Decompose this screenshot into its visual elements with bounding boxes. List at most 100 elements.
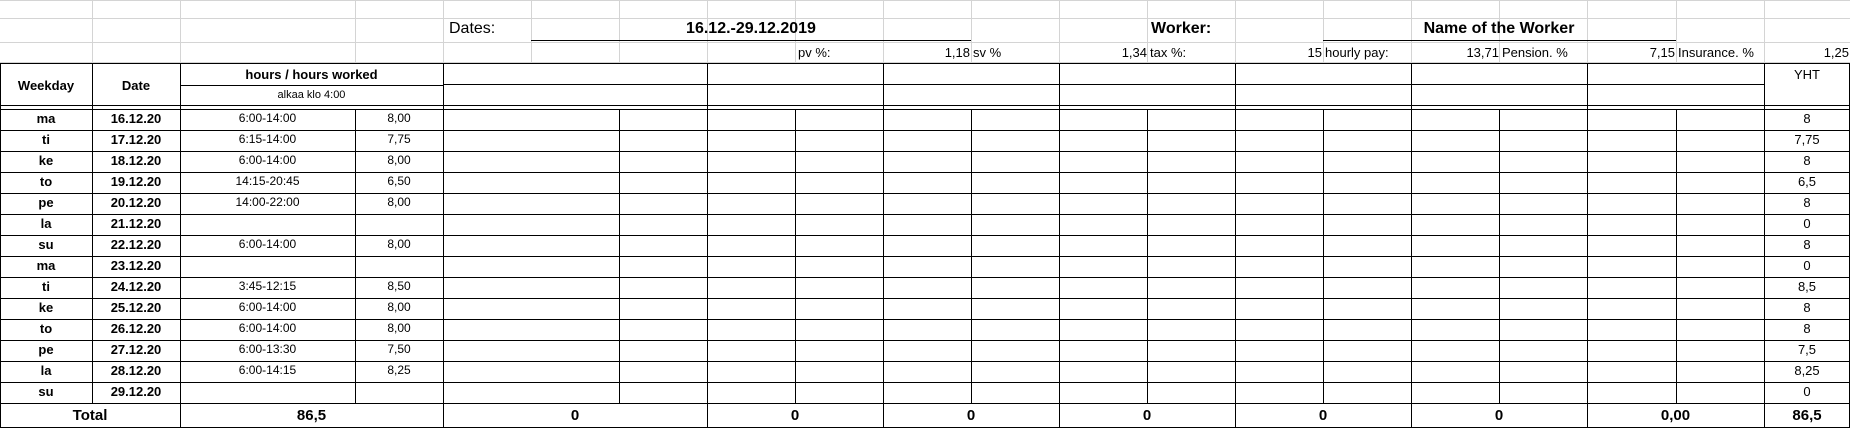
row-total-cell[interactable]: 8 xyxy=(1803,300,1811,315)
group-total-5[interactable]: 0 xyxy=(1318,407,1328,424)
hours-cell[interactable]: 8,25 xyxy=(387,363,411,377)
dates-label[interactable]: Dates: xyxy=(449,20,496,37)
hours-cell[interactable] xyxy=(355,384,443,402)
time-range-cell[interactable]: 3:45-12:15 xyxy=(238,279,297,293)
time-range-cell[interactable] xyxy=(180,258,355,276)
hours-cell[interactable]: 7,50 xyxy=(387,342,411,356)
total-label[interactable]: Total xyxy=(72,407,108,424)
sv-value[interactable]: 1,34 xyxy=(1121,45,1147,60)
time-range-cell[interactable]: 14:00-22:00 xyxy=(235,195,300,209)
date-cell[interactable]: 20.12.20 xyxy=(110,195,162,210)
weekday-cell[interactable]: to xyxy=(39,174,53,189)
row-total-cell[interactable]: 8 xyxy=(1803,321,1811,336)
time-range-cell[interactable]: 6:15-14:00 xyxy=(238,132,297,146)
pension-label[interactable]: Pension. % xyxy=(1502,45,1568,60)
time-range-cell[interactable]: 6:00-14:15 xyxy=(238,363,297,377)
group-total-3[interactable]: 0 xyxy=(966,407,976,424)
weekday-cell[interactable]: ti xyxy=(42,132,50,147)
weekday-cell[interactable]: pe xyxy=(38,342,54,357)
date-cell[interactable]: 19.12.20 xyxy=(110,174,162,189)
date-cell[interactable]: 26.12.20 xyxy=(110,321,162,336)
row-total-cell[interactable]: 7,5 xyxy=(1797,342,1817,357)
row-total-cell[interactable]: 8,25 xyxy=(1794,363,1820,378)
weekday-cell[interactable]: ma xyxy=(36,258,56,273)
row-total-cell[interactable]: 8 xyxy=(1803,153,1811,168)
hourly-pay-label[interactable]: hourly pay: xyxy=(1325,45,1389,60)
tax-value[interactable]: 15 xyxy=(1307,45,1322,60)
row-total-cell[interactable]: 8,5 xyxy=(1797,279,1817,294)
date-cell[interactable]: 23.12.20 xyxy=(110,258,162,273)
hours-cell[interactable] xyxy=(355,216,443,234)
weekday-cell[interactable]: ke xyxy=(38,153,54,168)
row-total-cell[interactable]: 0 xyxy=(1803,384,1811,399)
time-range-cell[interactable]: 6:00-14:00 xyxy=(238,153,297,167)
hours-cell[interactable]: 8,00 xyxy=(387,195,411,209)
time-range-cell[interactable] xyxy=(180,216,355,234)
weekday-cell[interactable]: la xyxy=(40,363,52,378)
hours-start-note[interactable]: alkaa klo 4:00 xyxy=(277,89,346,101)
group-total-6[interactable]: 0 xyxy=(1494,407,1504,424)
group-total-2[interactable]: 0 xyxy=(790,407,800,424)
hours-cell[interactable]: 8,00 xyxy=(387,300,411,314)
weekday-cell[interactable]: la xyxy=(40,216,52,231)
weekday-cell[interactable]: ma xyxy=(36,111,56,126)
weekday-cell[interactable]: su xyxy=(38,237,54,252)
date-header[interactable]: Date xyxy=(121,78,151,93)
insurance-label[interactable]: Insurance. % xyxy=(1678,45,1754,60)
group-total-4[interactable]: 0 xyxy=(1142,407,1152,424)
date-cell[interactable]: 22.12.20 xyxy=(110,237,162,252)
grand-total[interactable]: 86,5 xyxy=(1792,407,1822,424)
row-total-cell[interactable]: 8 xyxy=(1803,111,1811,126)
hours-worked-header[interactable]: hours / hours worked xyxy=(245,67,378,82)
date-cell[interactable]: 24.12.20 xyxy=(110,279,162,294)
weekday-header[interactable]: Weekday xyxy=(17,78,75,93)
date-cell[interactable]: 29.12.20 xyxy=(110,384,162,399)
hours-cell[interactable]: 6,50 xyxy=(387,174,411,188)
insurance-value[interactable]: 1,25 xyxy=(1823,45,1849,60)
date-cell[interactable]: 21.12.20 xyxy=(110,216,162,231)
row-total-cell[interactable]: 8 xyxy=(1803,195,1811,210)
dates-value[interactable]: 16.12.-29.12.2019 xyxy=(686,20,816,37)
row-total-cell[interactable]: 7,75 xyxy=(1794,132,1820,147)
pension-value[interactable]: 7,15 xyxy=(1649,45,1675,60)
hours-cell[interactable]: 8,00 xyxy=(387,153,411,167)
time-range-cell[interactable]: 6:00-14:00 xyxy=(238,321,297,335)
weekday-cell[interactable]: su xyxy=(38,384,54,399)
row-total-cell[interactable]: 0 xyxy=(1803,258,1811,273)
hours-cell[interactable]: 8,00 xyxy=(387,237,411,251)
hours-cell[interactable] xyxy=(355,258,443,276)
pv-label[interactable]: pv %: xyxy=(798,45,831,60)
weekday-cell[interactable]: to xyxy=(39,321,53,336)
sv-label[interactable]: sv % xyxy=(973,45,1002,60)
date-cell[interactable]: 17.12.20 xyxy=(110,132,162,147)
total-column-header[interactable]: YHT xyxy=(1794,67,1820,82)
group-total-7[interactable]: 0,00 xyxy=(1660,407,1691,424)
worker-name[interactable]: Name of the Worker xyxy=(1423,20,1575,37)
weekday-cell[interactable]: ke xyxy=(38,300,54,315)
weekday-cell[interactable]: ti xyxy=(42,279,50,294)
hours-cell[interactable]: 8,50 xyxy=(387,279,411,293)
time-range-cell[interactable]: 6:00-13:30 xyxy=(238,342,297,356)
hours-cell[interactable]: 7,75 xyxy=(387,132,411,146)
hourly-pay-value[interactable]: 13,71 xyxy=(1466,45,1499,60)
date-cell[interactable]: 28.12.20 xyxy=(110,363,162,378)
time-range-cell[interactable]: 6:00-14:00 xyxy=(238,111,297,125)
row-total-cell[interactable]: 8 xyxy=(1803,237,1811,252)
group-total-1[interactable]: 0 xyxy=(570,407,580,424)
date-cell[interactable]: 18.12.20 xyxy=(110,153,162,168)
date-cell[interactable]: 16.12.20 xyxy=(110,111,162,126)
row-total-cell[interactable]: 0 xyxy=(1803,216,1811,231)
date-cell[interactable]: 27.12.20 xyxy=(110,342,162,357)
hours-cell[interactable]: 8,00 xyxy=(387,111,411,125)
row-total-cell[interactable]: 6,5 xyxy=(1797,174,1817,189)
weekday-cell[interactable]: pe xyxy=(38,195,54,210)
worker-label[interactable]: Worker: xyxy=(1151,20,1212,37)
tax-label[interactable]: tax %: xyxy=(1150,45,1187,60)
hours-cell[interactable]: 8,00 xyxy=(387,321,411,335)
pv-value[interactable]: 1,18 xyxy=(944,45,970,60)
time-range-cell[interactable]: 6:00-14:00 xyxy=(238,300,297,314)
total-hours[interactable]: 86,5 xyxy=(296,407,327,424)
time-range-cell[interactable]: 6:00-14:00 xyxy=(238,237,297,251)
time-range-cell[interactable]: 14:15-20:45 xyxy=(235,174,300,188)
date-cell[interactable]: 25.12.20 xyxy=(110,300,162,315)
